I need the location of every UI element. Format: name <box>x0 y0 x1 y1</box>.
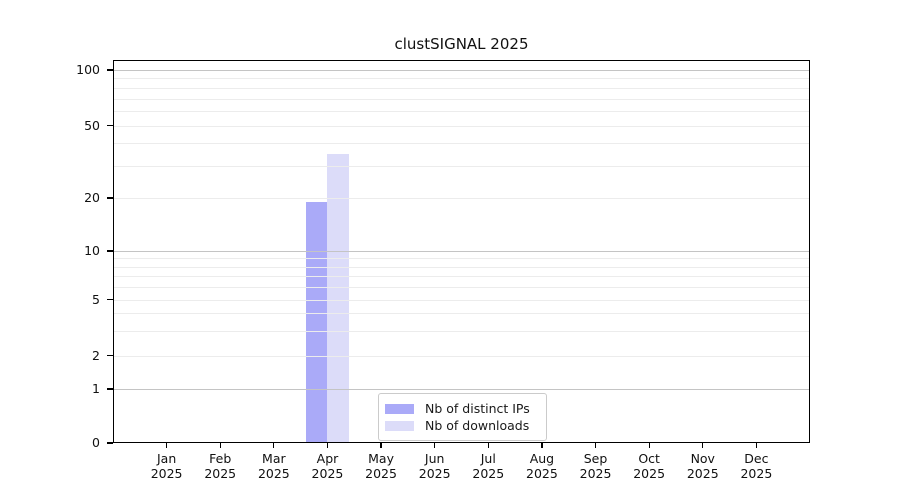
x-axis-tick <box>648 443 650 448</box>
gridline-minor <box>114 98 809 100</box>
x-axis-tick <box>273 443 275 448</box>
bar-downloads <box>327 153 349 443</box>
y-axis-tick <box>107 388 113 390</box>
y-axis-tick-label: 100 <box>76 62 100 77</box>
y-axis-tick-label: 10 <box>84 243 100 258</box>
x-tick-month: Apr <box>316 451 339 466</box>
x-tick-year: 2025 <box>526 465 558 481</box>
x-tick-year: 2025 <box>740 465 773 481</box>
x-tick-month: Aug <box>529 451 555 466</box>
x-axis-tick-label: Dec 2025 <box>728 451 784 481</box>
x-axis-tick <box>487 443 489 448</box>
gridline-minor <box>114 78 809 80</box>
gridline-minor <box>114 313 809 315</box>
x-axis-tick-label: Feb 2025 <box>192 451 248 481</box>
gridline-minor <box>114 299 809 301</box>
y-axis-tick-label: 0 <box>92 435 100 450</box>
x-tick-year: 2025 <box>150 465 183 481</box>
x-axis-tick <box>219 443 221 448</box>
legend-label: Nb of downloads <box>425 418 530 433</box>
gridline-minor <box>114 165 809 167</box>
gridline-minor <box>114 330 809 332</box>
x-tick-month: Oct <box>638 451 660 466</box>
x-axis-tick-label: May 2025 <box>353 451 409 481</box>
legend-item: Nb of downloads <box>385 417 538 434</box>
y-axis-tick-label: 50 <box>84 117 100 133</box>
x-axis-tick-label: Nov 2025 <box>675 451 731 481</box>
x-axis-tick-label: Mar 2025 <box>246 451 302 481</box>
x-tick-year: 2025 <box>204 465 237 481</box>
y-axis-tick-label: 2 <box>92 347 100 363</box>
gridline-minor <box>114 266 809 268</box>
y-axis-tick-label: 20 <box>84 190 100 205</box>
x-axis-tick-label: Sep 2025 <box>568 451 624 481</box>
x-axis-tick <box>380 443 382 448</box>
gridline-minor <box>114 275 809 277</box>
x-axis-tick <box>541 443 543 448</box>
y-axis-tick <box>107 69 113 71</box>
chart-title: clustSIGNAL 2025 <box>394 35 529 53</box>
x-axis-tick <box>434 443 436 448</box>
x-tick-year: 2025 <box>257 465 290 481</box>
x-tick-year: 2025 <box>633 465 666 481</box>
y-axis-tick-label: 5 <box>92 291 100 307</box>
gridline-minor <box>114 110 809 112</box>
x-tick-month: Mar <box>262 451 286 466</box>
x-axis-tick-label: Jun 2025 <box>407 451 463 481</box>
x-tick-month: Jul <box>480 451 496 466</box>
x-axis-tick <box>755 443 757 448</box>
legend: Nb of distinct IPs Nb of downloads <box>378 393 547 441</box>
gridline-major <box>114 70 809 72</box>
gridline-minor <box>114 258 809 260</box>
y-axis-tick <box>107 124 113 127</box>
x-tick-year: 2025 <box>311 465 344 481</box>
gridline-minor <box>114 125 809 127</box>
x-tick-month: Jan <box>156 451 177 466</box>
y-axis-tick <box>107 250 113 252</box>
gridline-minor <box>114 355 809 357</box>
x-tick-month: Nov <box>690 451 715 466</box>
y-axis-tick <box>107 354 113 357</box>
gridline-minor <box>114 143 809 145</box>
x-axis-tick-label: Jan 2025 <box>139 451 195 481</box>
x-tick-year: 2025 <box>472 465 505 481</box>
gridline-major <box>114 251 809 253</box>
bar-distinct-ips <box>306 201 328 443</box>
x-tick-year: 2025 <box>365 465 397 481</box>
x-tick-month: May <box>368 451 394 466</box>
legend-swatch-downloads <box>385 420 414 431</box>
x-tick-month: Sep <box>583 451 608 466</box>
x-axis-tick-label: Apr 2025 <box>299 451 355 481</box>
gridline-major <box>114 389 809 391</box>
x-axis-tick-label: Aug 2025 <box>514 451 570 481</box>
legend-label: Nb of distinct IPs <box>425 401 530 416</box>
y-axis-tick-label: 1 <box>92 381 100 396</box>
x-tick-year: 2025 <box>418 465 451 481</box>
legend-item: Nb of distinct IPs <box>385 400 538 417</box>
x-tick-month: Feb <box>209 451 232 466</box>
x-axis-tick-label: Oct 2025 <box>621 451 677 481</box>
y-axis-tick <box>107 197 113 199</box>
x-tick-month: Jun <box>424 451 445 466</box>
legend-swatch-distinct-ips <box>385 403 414 414</box>
x-tick-year: 2025 <box>686 465 719 481</box>
x-axis-tick <box>166 443 168 448</box>
x-axis-tick <box>326 443 329 448</box>
x-axis-tick <box>594 443 597 448</box>
x-tick-year: 2025 <box>579 465 612 481</box>
gridline-minor <box>114 198 809 199</box>
gridline-minor <box>114 286 809 288</box>
x-tick-month: Dec <box>744 451 769 466</box>
x-axis-tick <box>702 443 704 448</box>
y-axis-tick <box>107 298 113 301</box>
gridline-minor <box>114 87 809 89</box>
y-axis-tick <box>107 442 113 444</box>
x-axis-tick-label: Jul 2025 <box>460 451 516 481</box>
